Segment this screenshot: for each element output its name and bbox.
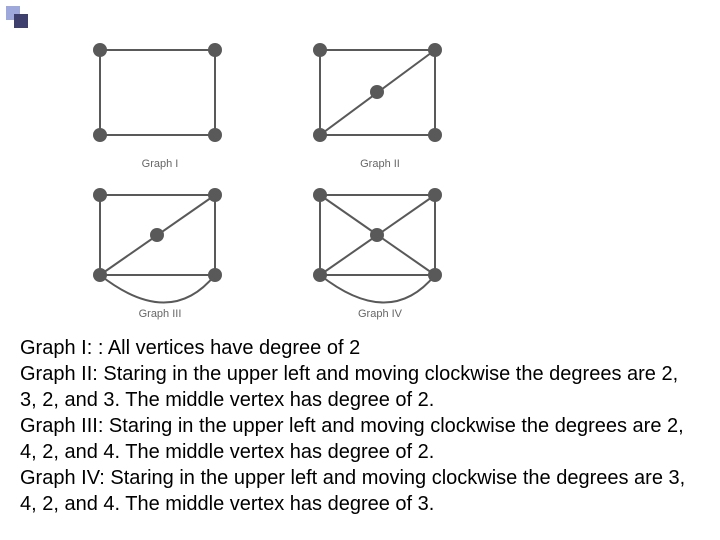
graph1-svg bbox=[60, 30, 260, 155]
text-line-3: Graph III: Staring in the upper left and… bbox=[20, 413, 700, 465]
graph2-label: Graph II bbox=[280, 158, 480, 170]
text-line-2: Graph II: Staring in the upper left and … bbox=[20, 361, 700, 413]
corner-accent bbox=[6, 6, 28, 28]
text-line-4: Graph IV: Staring in the upper left and … bbox=[20, 465, 700, 517]
node bbox=[93, 188, 107, 202]
node bbox=[313, 43, 327, 57]
graph3-cell: Graph III bbox=[60, 180, 260, 320]
graph4-cell: Graph IV bbox=[280, 180, 480, 320]
node bbox=[313, 128, 327, 142]
node bbox=[370, 228, 384, 242]
node bbox=[313, 268, 327, 282]
node bbox=[313, 188, 327, 202]
graph4-svg bbox=[280, 180, 480, 305]
description-text: Graph I: : All vertices have degree of 2… bbox=[20, 335, 700, 517]
node bbox=[428, 128, 442, 142]
curved-edge bbox=[100, 275, 215, 303]
graph4-label: Graph IV bbox=[280, 308, 480, 320]
accent-square-dark bbox=[14, 14, 28, 28]
graph3-svg bbox=[60, 180, 260, 305]
curved-edge bbox=[320, 275, 435, 303]
node bbox=[428, 188, 442, 202]
node bbox=[208, 188, 222, 202]
node bbox=[93, 268, 107, 282]
node bbox=[93, 128, 107, 142]
node bbox=[208, 128, 222, 142]
graphs-area: Graph I Graph II Graph III Graph IV bbox=[60, 30, 480, 320]
graph2-svg bbox=[280, 30, 480, 155]
node bbox=[208, 268, 222, 282]
node bbox=[150, 228, 164, 242]
node bbox=[428, 43, 442, 57]
graph1-cell: Graph I bbox=[60, 30, 260, 170]
node bbox=[370, 85, 384, 99]
graph1-label: Graph I bbox=[60, 158, 260, 170]
node bbox=[208, 43, 222, 57]
node bbox=[93, 43, 107, 57]
node bbox=[428, 268, 442, 282]
graph3-label: Graph III bbox=[60, 308, 260, 320]
graph2-cell: Graph II bbox=[280, 30, 480, 170]
text-line-1: Graph I: : All vertices have degree of 2 bbox=[20, 335, 700, 361]
